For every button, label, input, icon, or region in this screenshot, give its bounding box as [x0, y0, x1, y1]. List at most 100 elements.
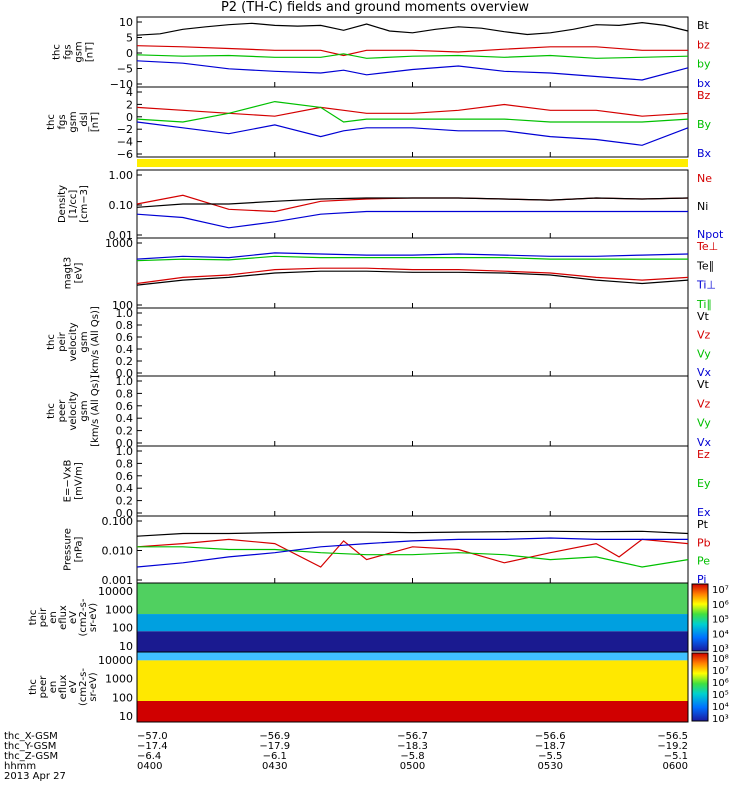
y-tick-label: 0.2	[116, 425, 134, 438]
y-tick-label: −10	[110, 78, 133, 91]
series-line	[136, 267, 689, 285]
series-line	[136, 538, 689, 568]
footer-value: −56.6	[535, 731, 566, 742]
legend-label: Pe	[697, 555, 710, 568]
y-tick-label: 0.0	[116, 437, 134, 450]
y-tick-label: 0.2	[116, 495, 134, 508]
y-tick-label: 0.8	[116, 387, 134, 400]
y-label-line: [cm−3]	[79, 185, 90, 223]
colorbar	[691, 652, 709, 722]
y-tick-label: 0.01	[109, 229, 134, 242]
y-label-line: gsm	[79, 331, 90, 352]
y-label: E=−VxB [mV/m]	[63, 460, 85, 503]
y-label-line: en	[48, 611, 59, 624]
y-tick-label: 0.10	[109, 199, 134, 212]
y-tick-label: 4	[126, 86, 133, 99]
y-label-line: thc	[46, 403, 57, 419]
y-label: Pressure [nPa]	[63, 528, 85, 571]
y-label-line: en	[48, 681, 59, 694]
series-line	[136, 252, 689, 260]
colorbar-label: 10⁴	[712, 702, 729, 713]
spectrogram-band-high	[137, 583, 688, 615]
y-label-line: [nPa]	[74, 536, 85, 562]
y-label-line: peir	[57, 331, 68, 351]
y-label-line: eflux	[58, 605, 69, 630]
panel-frame	[136, 16, 689, 88]
y-label-line: sr-eV)	[88, 603, 99, 632]
panel-4: 1000 100 magt3 [eV] Te⊥ Te∥ Ti⊥ Ti∥	[63, 237, 719, 312]
y-label-line: gsm	[74, 41, 85, 62]
y-label-line: peir	[38, 607, 49, 627]
y-tick-label: −4	[117, 136, 133, 149]
y-tick-label: 100	[112, 299, 133, 312]
series-line	[136, 270, 689, 286]
y-label-line: eV	[68, 611, 79, 624]
colorbar-label: 10⁶	[712, 600, 729, 611]
series-line	[136, 21, 689, 36]
y-tick-label: 0.4	[116, 412, 134, 425]
footer-value: 0600	[663, 761, 688, 772]
footer-value: −5.5	[538, 751, 562, 762]
colorbar-label: 10⁴	[712, 629, 729, 640]
legend-label: Vx	[697, 436, 712, 449]
footer-value: −19.2	[657, 741, 688, 752]
series-line	[136, 530, 689, 537]
footer-value: −17.9	[259, 741, 290, 752]
footer-value: −57.0	[137, 731, 168, 742]
spectrogram-band-top	[137, 652, 688, 661]
y-label-line: velocity	[68, 391, 79, 430]
y-tick-label: 0	[126, 111, 133, 124]
y-tick-label: 0.0	[116, 507, 134, 520]
y-tick-label: 10000	[98, 654, 133, 667]
y-label-line: gsm	[79, 400, 90, 421]
y-tick-label: 0.0	[116, 367, 134, 380]
colorbar-label: 10³	[712, 714, 729, 725]
y-label: thc peer velocity gsm [km/s (All Qs)]	[46, 375, 101, 447]
legend-label: Ti∥	[696, 298, 712, 311]
y-tick-label: 1000	[105, 603, 133, 616]
yellow-stripe	[137, 159, 688, 167]
legend-label: Ne	[697, 172, 712, 185]
y-tick-label: 1.00	[109, 169, 134, 182]
y-tick-label: 5	[126, 32, 133, 45]
footer-row-label: thc_X-GSM	[4, 731, 58, 742]
y-label-line: E=−VxB	[63, 460, 74, 503]
footer-value: −56.9	[259, 731, 290, 742]
footer-value: 0530	[538, 761, 563, 772]
y-tick-label: 0.6	[116, 400, 134, 413]
panel-3: 1.00 0.10 0.01 Density [1/cc] [cm−3] Ne Ni Npot	[57, 169, 724, 242]
y-tick-label: 0.4	[116, 343, 134, 356]
series-line	[136, 210, 688, 229]
series-line	[136, 197, 689, 208]
y-tick-label: 0.4	[116, 482, 134, 495]
y-label-line: [eV]	[74, 263, 85, 284]
y-tick-label: 2	[126, 98, 133, 111]
y-label-line: (cm2-s-	[78, 668, 89, 706]
y-label-line: sr-eV)	[88, 672, 99, 701]
y-label: Density [1/cc] [cm−3]	[57, 185, 90, 223]
y-label-line: thc	[28, 610, 39, 626]
y-tick-label: 0.001	[102, 574, 134, 587]
y-tick-label: 1.0	[116, 445, 134, 458]
y-tick-label: 1000	[105, 673, 133, 686]
legend-label: Ex	[697, 506, 711, 519]
y-tick-label: 10	[119, 710, 133, 723]
legend-label: Pt	[697, 518, 709, 531]
series-line	[136, 121, 689, 146]
panel-8: 0.100 0.010 0.001 Pressure [nPa] Pt Pb Pe Pi	[63, 515, 711, 587]
y-label: thc peer en eflux eV (cm2-s-sr-eV)	[28, 668, 99, 706]
series-line	[136, 100, 689, 123]
footer-row-label: thc_Z-GSM	[4, 751, 58, 762]
legend-label: Ti⊥	[696, 279, 716, 292]
legend-label: bz	[697, 38, 710, 51]
panel-5: 1.00.80.60.40.20.0 thc peir velocity gsm [km/…	[46, 306, 712, 380]
y-label-line: peer	[38, 675, 49, 699]
legend-label: Vx	[697, 366, 712, 379]
colorbar-label: 10⁸	[712, 654, 729, 665]
footer-value: 0500	[400, 761, 425, 772]
spectrogram-band-low	[137, 631, 688, 652]
footer-value: −56.7	[397, 731, 428, 742]
footer-value: 0430	[262, 761, 287, 772]
y-label-line: [mV/m]	[74, 462, 85, 500]
footer-value: −17.4	[137, 741, 168, 752]
